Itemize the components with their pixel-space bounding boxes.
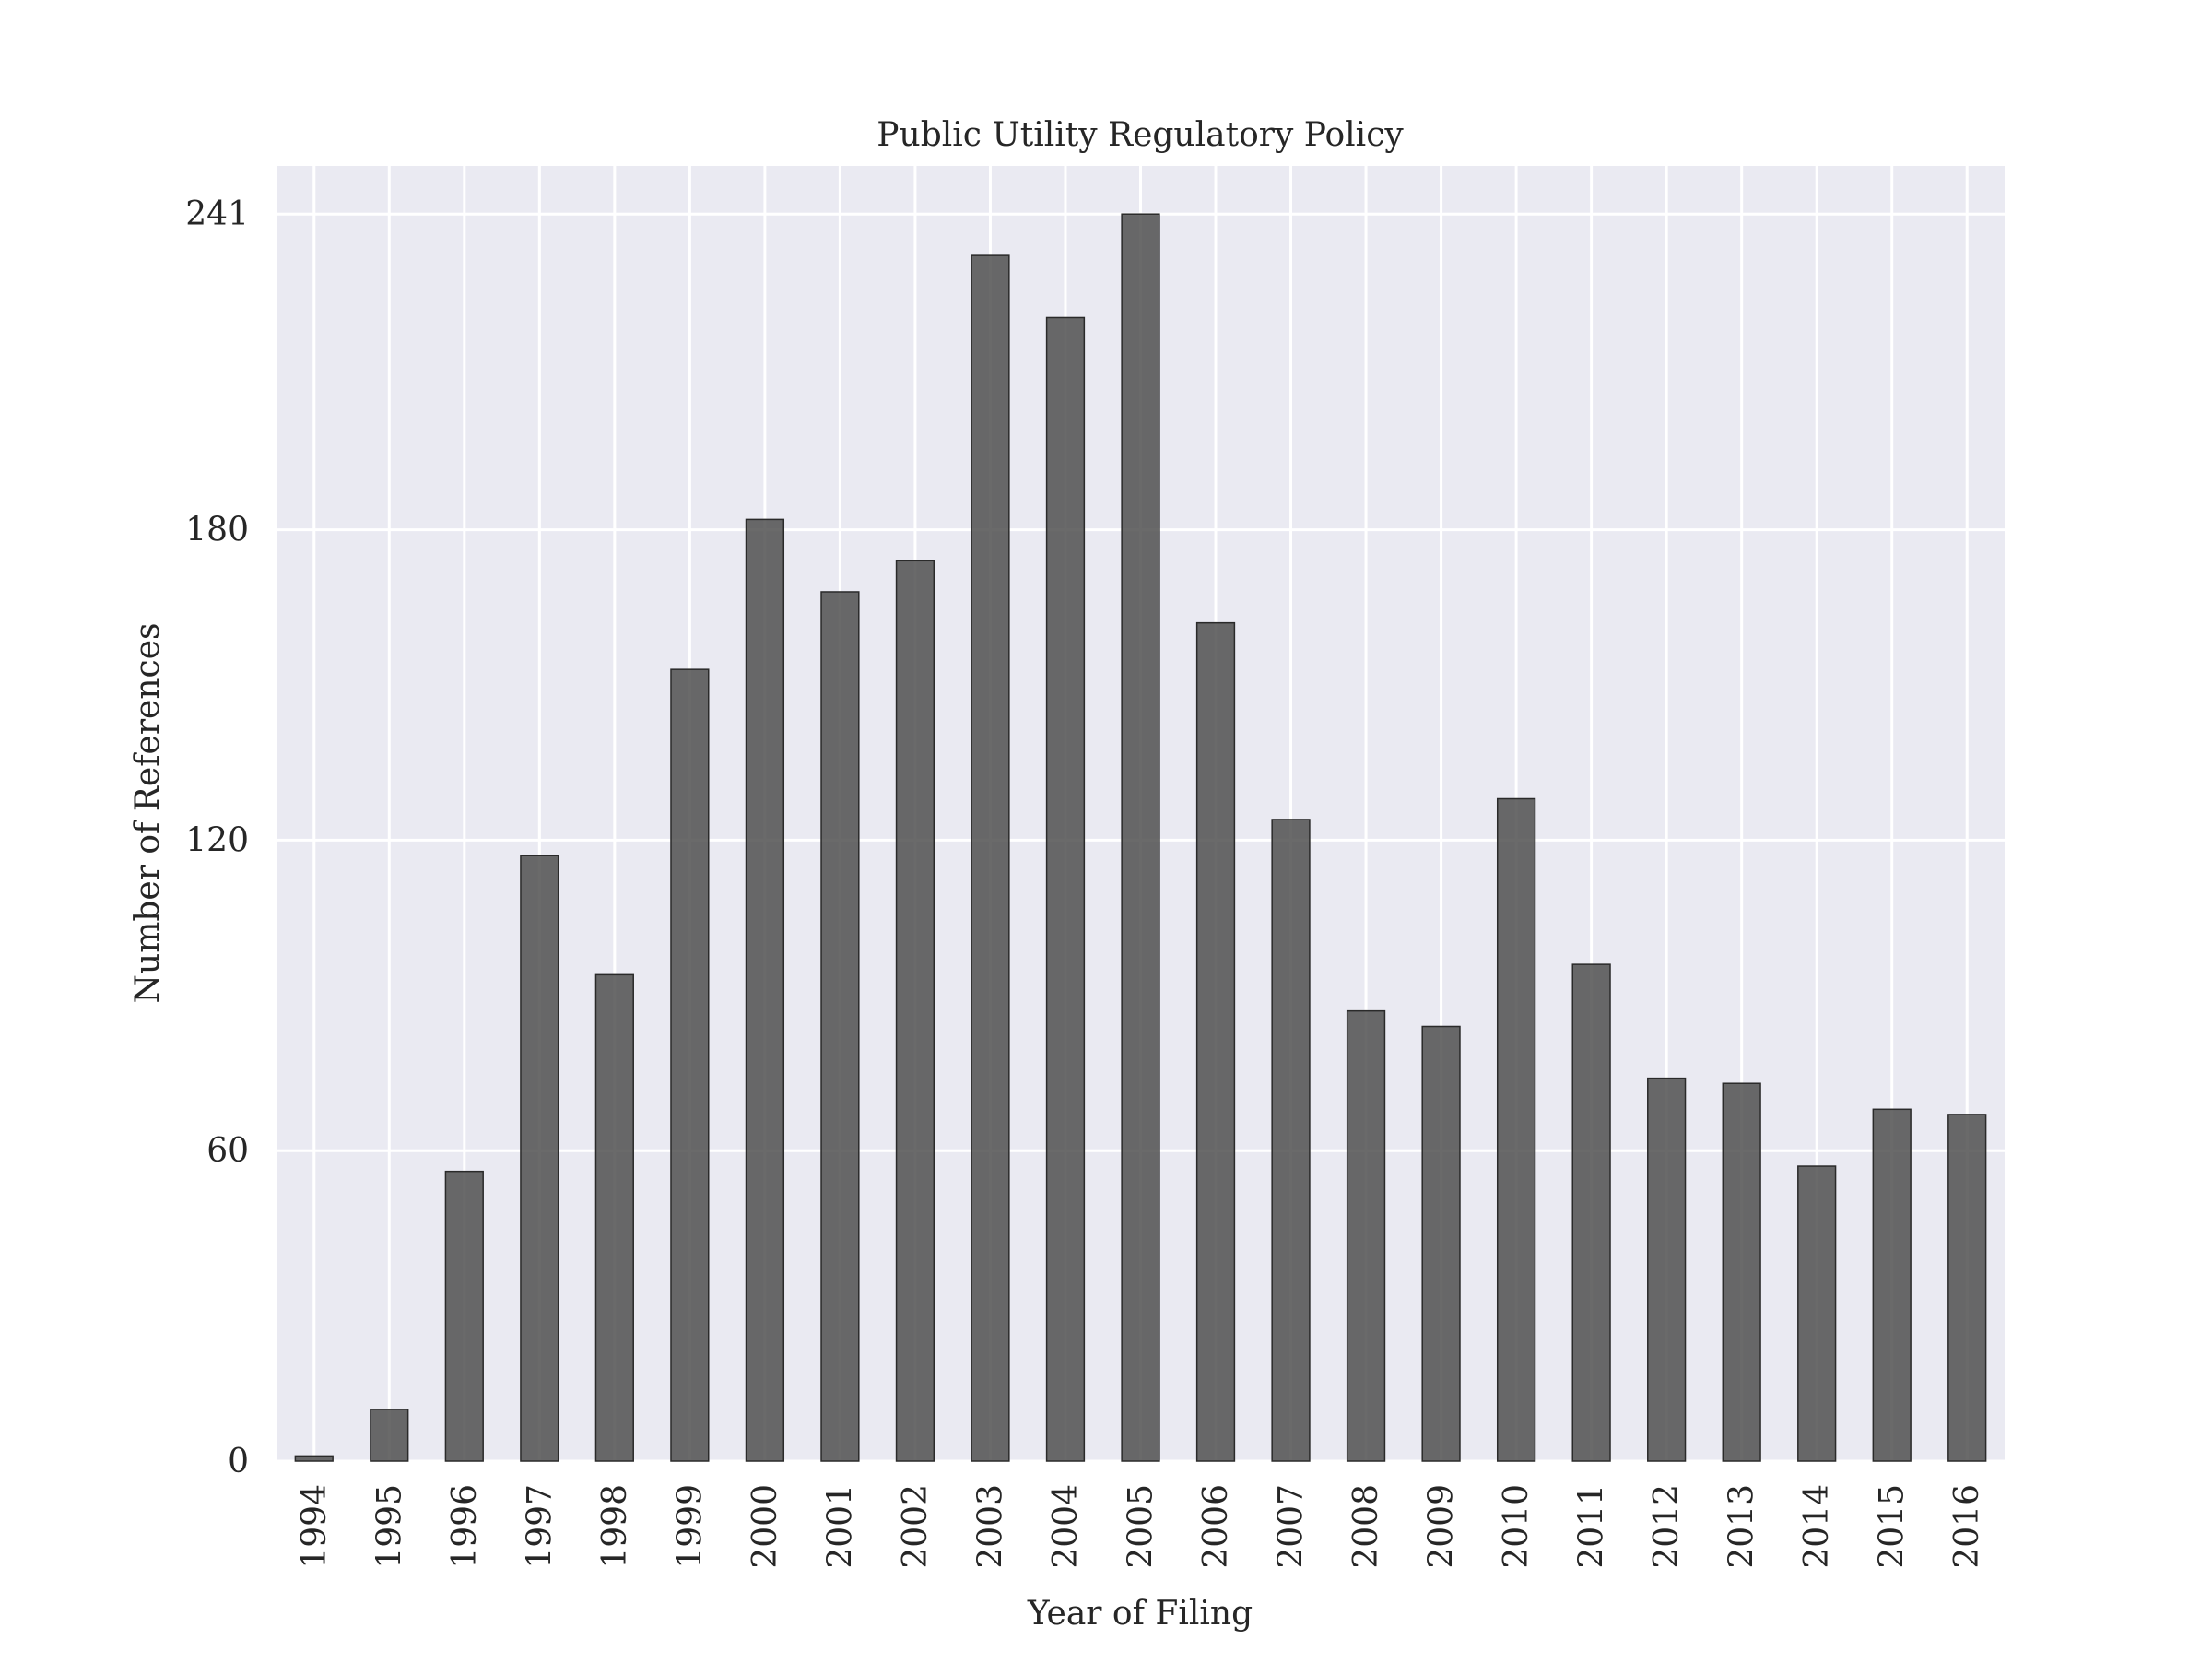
bar-2000 (745, 518, 785, 1462)
bar-2011 (1571, 963, 1611, 1462)
y-tick-labels: 0 60 120 180 241 (185, 195, 249, 1480)
x-tick-label: 2007 (1273, 1484, 1311, 1569)
x-axis-label: Year of Filing (1027, 1595, 1253, 1633)
y-tick-label: 180 (185, 512, 249, 549)
x-tick-label: 1997 (521, 1484, 559, 1569)
bar-2003 (971, 254, 1010, 1462)
x-tick-label: 2010 (1498, 1484, 1535, 1569)
x-tick-label: 2004 (1047, 1484, 1085, 1569)
bar-1998 (594, 973, 634, 1462)
x-tick-label: 1996 (446, 1484, 484, 1569)
bar-1994 (294, 1455, 334, 1462)
bar-2013 (1722, 1082, 1761, 1462)
x-tick-label: 2006 (1197, 1484, 1235, 1569)
x-tick-label: 2008 (1347, 1484, 1385, 1569)
x-tick-label: 2014 (1798, 1484, 1836, 1569)
bar-2014 (1797, 1165, 1837, 1462)
bar-2002 (895, 560, 935, 1462)
bar-2001 (820, 591, 860, 1462)
bar-1999 (670, 668, 710, 1462)
bar-2015 (1872, 1108, 1912, 1462)
x-tick-label: 2013 (1724, 1484, 1761, 1569)
x-tick-label: 2009 (1423, 1484, 1461, 1569)
x-tick-label: 1998 (596, 1484, 634, 1569)
bar-1995 (370, 1409, 409, 1462)
x-tick-label: 2011 (1573, 1484, 1611, 1569)
chart-title: Public Utility Regulatory Policy (877, 116, 1404, 154)
bar-2010 (1496, 797, 1536, 1462)
y-tick-label: 60 (206, 1132, 249, 1170)
bar-2012 (1647, 1077, 1687, 1462)
x-tick-label: 2002 (897, 1484, 935, 1569)
x-tick-label: 2001 (821, 1484, 859, 1569)
bar-2005 (1121, 213, 1160, 1462)
y-tick-label: 120 (185, 821, 249, 859)
bar-1996 (444, 1170, 484, 1462)
bar-1997 (520, 855, 559, 1462)
x-tick-label: 2000 (747, 1484, 784, 1569)
bar-2007 (1271, 819, 1311, 1462)
x-tick-label: 1999 (671, 1484, 709, 1569)
bars (294, 213, 1987, 1462)
x-tick-label: 2016 (1948, 1484, 1986, 1569)
bar-2008 (1346, 1009, 1386, 1462)
bar-2009 (1421, 1025, 1461, 1462)
bar-2004 (1045, 316, 1086, 1462)
x-tick-label: 2003 (971, 1484, 1009, 1569)
x-tick-label: 1994 (296, 1484, 334, 1569)
bar-2016 (1947, 1114, 1987, 1462)
y-tick-label: 0 (228, 1443, 249, 1480)
x-tick-label: 1995 (371, 1484, 408, 1569)
y-axis-label: Number of References (129, 623, 167, 1004)
x-tick-label: 2005 (1123, 1484, 1160, 1569)
y-tick-label: 241 (185, 195, 249, 233)
x-tick-labels: 1994 1995 1996 1997 1998 1999 2000 2001 2002 2003… (296, 1484, 1986, 1569)
x-tick-label: 2012 (1648, 1484, 1686, 1569)
x-tick-label: 2015 (1874, 1484, 1912, 1569)
bar-2006 (1195, 621, 1236, 1462)
